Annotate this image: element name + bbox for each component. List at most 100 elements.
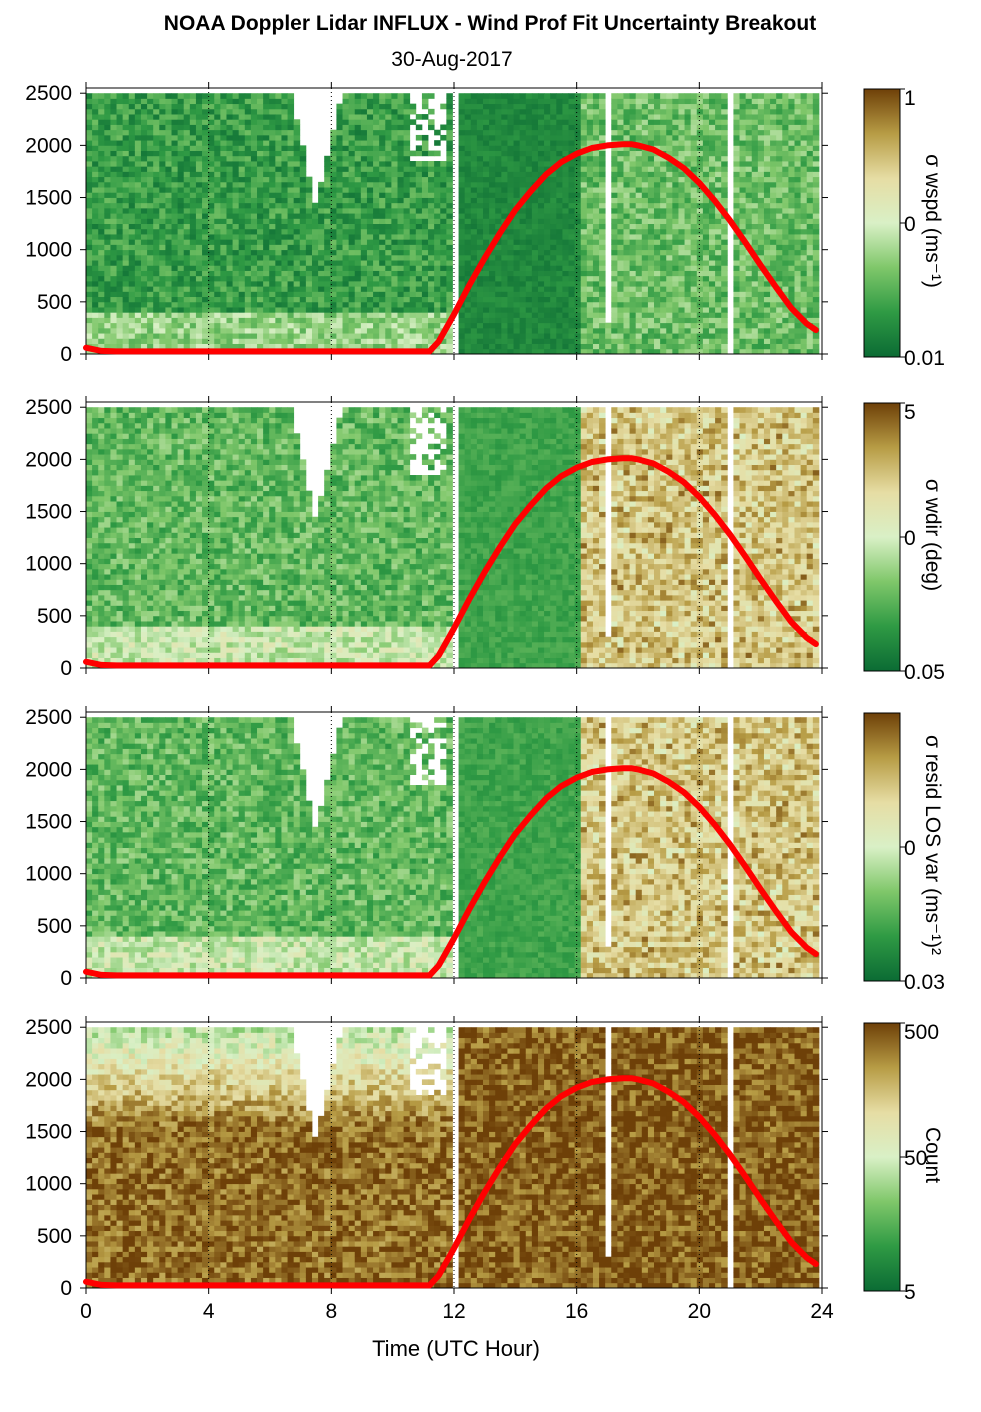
heatmap-cell <box>263 333 270 339</box>
heatmap-cell <box>538 187 545 193</box>
heatmap-cell <box>117 239 124 245</box>
heatmap-cell <box>410 317 417 323</box>
heatmap-cell <box>434 151 441 157</box>
heatmap-cell <box>715 151 722 157</box>
heatmap-cell <box>672 229 679 235</box>
heatmap-cell <box>556 203 563 209</box>
heatmap-cell <box>477 229 484 235</box>
heatmap-cell <box>630 276 637 282</box>
heatmap-cell <box>562 286 569 292</box>
heatmap-cell <box>428 119 435 125</box>
heatmap-cell <box>520 344 527 350</box>
heatmap-cell <box>147 229 154 235</box>
heatmap-cell <box>361 260 368 266</box>
heatmap-cell <box>630 151 637 157</box>
heatmap-cell <box>349 135 356 141</box>
heatmap-cell <box>404 302 411 308</box>
heatmap-cell <box>92 312 99 318</box>
heatmap-cell <box>477 276 484 282</box>
heatmap-cell <box>330 203 337 209</box>
heatmap-cell <box>501 312 508 318</box>
heatmap-cell <box>275 271 282 277</box>
heatmap-cell <box>245 171 252 177</box>
heatmap-cell <box>306 328 313 334</box>
heatmap-cell <box>623 234 630 240</box>
heatmap-cell <box>263 203 270 209</box>
heatmap-cell <box>538 104 545 110</box>
heatmap-cell <box>514 291 521 297</box>
heatmap-cell <box>214 192 221 198</box>
heatmap-cell <box>446 192 453 198</box>
heatmap-cell <box>141 323 148 329</box>
heatmap-cell <box>239 177 246 183</box>
heatmap-cell <box>373 276 380 282</box>
heatmap-cell <box>434 286 441 292</box>
heatmap-cell <box>416 161 423 167</box>
heatmap-cell <box>233 265 240 271</box>
heatmap-cell <box>190 208 197 214</box>
heatmap-cell <box>281 312 288 318</box>
heatmap-cell <box>617 244 624 250</box>
heatmap-cell <box>153 130 160 136</box>
heatmap-cell <box>660 234 667 240</box>
heatmap-cell <box>642 312 649 318</box>
heatmap-cell <box>343 98 350 104</box>
heatmap-cell <box>660 98 667 104</box>
heatmap-cell <box>642 203 649 209</box>
heatmap-cell <box>208 312 215 318</box>
heatmap-cell <box>715 93 722 99</box>
heatmap-cell <box>385 218 392 224</box>
heatmap-cell <box>257 224 264 230</box>
heatmap-cell <box>416 244 423 250</box>
heatmap-cell <box>446 140 453 146</box>
heatmap-cell <box>269 218 276 224</box>
heatmap-cell <box>459 281 466 287</box>
heatmap-cell <box>226 323 233 329</box>
heatmap-cell <box>373 156 380 162</box>
heatmap-cell <box>281 192 288 198</box>
heatmap-cell <box>562 333 569 339</box>
heatmap-cell <box>336 203 343 209</box>
heatmap-cell <box>257 203 264 209</box>
heatmap-cell <box>379 344 386 350</box>
heatmap-cell <box>288 239 295 245</box>
heatmap-cell <box>678 140 685 146</box>
heatmap-cell <box>257 114 264 120</box>
heatmap-cell <box>367 229 374 235</box>
heatmap-cell <box>129 312 136 318</box>
heatmap-cell <box>471 171 478 177</box>
heatmap-cell <box>709 317 716 323</box>
heatmap-cell <box>245 239 252 245</box>
heatmap-cell <box>617 119 624 125</box>
heatmap-cell <box>233 98 240 104</box>
heatmap-cell <box>349 140 356 146</box>
heatmap-cell <box>587 317 594 323</box>
heatmap-cell <box>245 109 252 115</box>
heatmap-cell <box>324 297 331 303</box>
heatmap-cell <box>398 229 405 235</box>
heatmap-cell <box>630 328 637 334</box>
heatmap-cell <box>507 192 514 198</box>
heatmap-cell <box>703 135 710 141</box>
heatmap-cell <box>617 265 624 271</box>
heatmap-cell <box>636 156 643 162</box>
heatmap-cell <box>562 135 569 141</box>
heatmap-cell <box>312 323 319 329</box>
heatmap-cell <box>593 166 600 172</box>
heatmap-cell <box>178 286 185 292</box>
heatmap-cell <box>617 130 624 136</box>
heatmap-cell <box>544 182 551 188</box>
heatmap-cell <box>190 344 197 350</box>
heatmap-cell <box>349 281 356 287</box>
heatmap-cell <box>159 166 166 172</box>
heatmap-cell <box>263 192 270 198</box>
heatmap-cell <box>153 177 160 183</box>
heatmap-cell <box>165 161 172 167</box>
heatmap-cell <box>398 265 405 271</box>
heatmap-cell <box>92 234 99 240</box>
heatmap-cell <box>257 234 264 240</box>
heatmap-cell <box>92 291 99 297</box>
heatmap-cell <box>544 135 551 141</box>
heatmap-cell <box>135 255 142 261</box>
heatmap-cell <box>343 344 350 350</box>
